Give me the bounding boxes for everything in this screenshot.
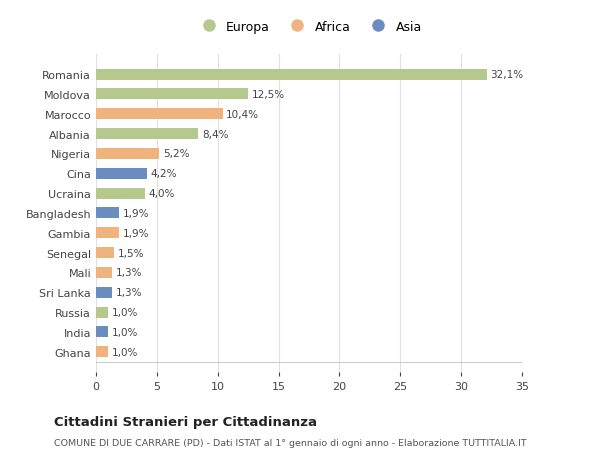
Bar (96, 208, 119, 219)
Bar (96, 69, 487, 80)
Text: 8,4%: 8,4% (202, 129, 229, 139)
Bar (96, 109, 223, 120)
Bar (96, 188, 145, 199)
Bar (96, 247, 114, 258)
Text: 1,5%: 1,5% (118, 248, 145, 258)
Bar (96, 307, 108, 318)
Text: 1,0%: 1,0% (112, 327, 138, 337)
Bar (96, 89, 248, 100)
Bar (96, 347, 108, 358)
Text: Cittadini Stranieri per Cittadinanza: Cittadini Stranieri per Cittadinanza (54, 415, 317, 428)
Text: 32,1%: 32,1% (490, 70, 523, 80)
Text: 1,9%: 1,9% (123, 208, 149, 218)
Text: COMUNE DI DUE CARRARE (PD) - Dati ISTAT al 1° gennaio di ogni anno - Elaborazion: COMUNE DI DUE CARRARE (PD) - Dati ISTAT … (54, 438, 527, 448)
Text: 5,2%: 5,2% (163, 149, 190, 159)
Text: 4,2%: 4,2% (151, 169, 177, 179)
Bar (96, 149, 159, 160)
Bar (96, 168, 147, 179)
Text: 1,0%: 1,0% (112, 347, 138, 357)
Text: 1,0%: 1,0% (112, 308, 138, 317)
Legend: Europa, Africa, Asia: Europa, Africa, Asia (192, 17, 426, 38)
Text: 12,5%: 12,5% (252, 90, 285, 100)
Text: 10,4%: 10,4% (226, 110, 259, 119)
Bar (96, 327, 108, 338)
Text: 1,3%: 1,3% (115, 288, 142, 297)
Text: 4,0%: 4,0% (148, 189, 175, 199)
Bar (96, 228, 119, 239)
Text: 1,9%: 1,9% (123, 228, 149, 238)
Text: 1,3%: 1,3% (115, 268, 142, 278)
Bar (96, 287, 112, 298)
Bar (96, 267, 112, 278)
Bar (96, 129, 198, 140)
